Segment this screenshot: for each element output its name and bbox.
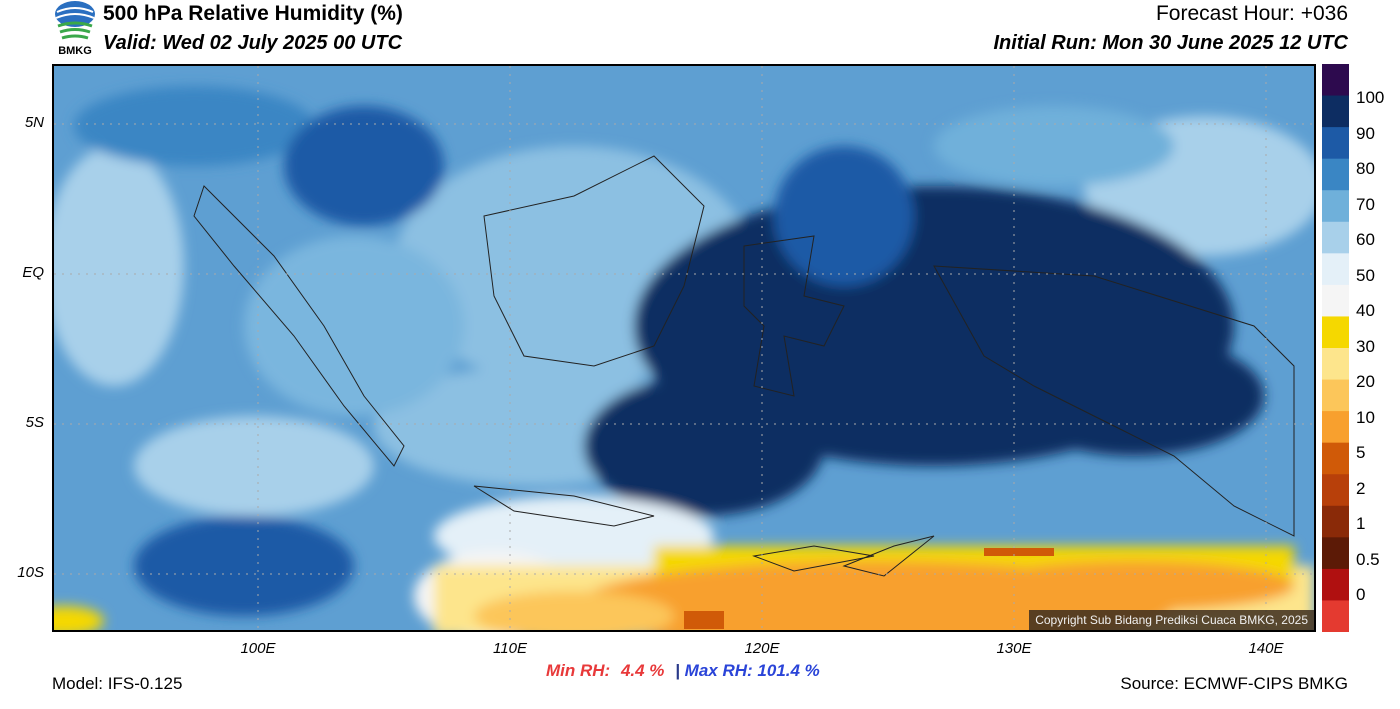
- colorbar-swatch: [1322, 474, 1349, 507]
- min-rh-label: Min RH:: [546, 661, 611, 680]
- colorbar-swatch: [1322, 95, 1349, 128]
- colorbar-label: 90: [1356, 123, 1375, 143]
- colorbar-label: 40: [1356, 301, 1375, 320]
- rh-stats: Min RH: 4.4 % | Max RH: 101.4 %: [546, 661, 820, 681]
- model-label: Model: IFS-0.125: [52, 674, 183, 693]
- colorbar-label: 30: [1356, 336, 1375, 356]
- colorbar-swatch: [1322, 411, 1349, 444]
- valid-time: Valid: Wed 02 July 2025 00 UTC: [103, 32, 403, 54]
- lon-label: 100E: [240, 640, 276, 657]
- colorbar-swatch: [1322, 158, 1349, 191]
- chart-title: 500 hPa Relative Humidity (%): [103, 2, 403, 25]
- colorbar-swatch: [1322, 600, 1349, 633]
- source-label: Source: ECMWF-CIPS BMKG: [1120, 674, 1348, 693]
- colorbar-swatch: [1322, 284, 1349, 317]
- lat-label: 5S: [25, 414, 44, 431]
- colorbar-swatch: [1322, 348, 1349, 381]
- colorbar-label: 1: [1356, 514, 1366, 533]
- colorbar-label: 2: [1356, 478, 1366, 498]
- colorbar-label: 80: [1356, 159, 1375, 178]
- colorbar-label: 70: [1356, 194, 1375, 214]
- colorbar-swatch: [1322, 537, 1349, 570]
- lon-label: 120E: [744, 640, 780, 657]
- humidity-map: Copyright Sub Bidang Prediksi Cuaca BMKG…: [52, 64, 1316, 632]
- lat-label: EQ: [22, 264, 44, 281]
- colorbar-swatch: [1322, 568, 1349, 601]
- max-rh: Max RH: 101.4 %: [684, 661, 820, 680]
- colorbar-label: 5: [1356, 443, 1366, 462]
- colorbar-swatch: [1322, 379, 1349, 412]
- colorbar-swatch: [1322, 253, 1349, 286]
- forecast-hour: Forecast Hour: +036: [1156, 2, 1348, 26]
- colorbar-label: 10: [1356, 407, 1375, 427]
- initial-run: Initial Run: Mon 30 June 2025 12 UTC: [993, 32, 1348, 54]
- colorbar: [1322, 64, 1349, 633]
- colorbar-swatch: [1322, 316, 1349, 349]
- min-rh-value: 4.4 %: [620, 661, 665, 680]
- colorbar-swatch: [1322, 221, 1349, 254]
- colorbar-label: 0.5: [1356, 549, 1380, 569]
- stats-separator: |: [675, 661, 680, 680]
- colorbar-swatch: [1322, 442, 1349, 475]
- colorbar-swatch: [1322, 64, 1349, 97]
- logo-text: BMKG: [58, 45, 92, 57]
- lon-label: 130E: [996, 640, 1032, 657]
- colorbar-label: 50: [1356, 265, 1375, 285]
- colorbar-swatch: [1322, 190, 1349, 223]
- lon-label: 140E: [1248, 640, 1284, 657]
- colorbar-label: 0: [1356, 585, 1366, 604]
- colorbar-swatch: [1322, 127, 1349, 160]
- colorbar-swatch: [1322, 505, 1349, 538]
- copyright-notice: Copyright Sub Bidang Prediksi Cuaca BMKG…: [1029, 610, 1314, 630]
- lat-label: 10S: [17, 564, 44, 581]
- bmkg-logo: BMKG: [52, 0, 98, 60]
- colorbar-label: 20: [1356, 372, 1375, 391]
- colorbar-label: 100: [1356, 88, 1385, 107]
- lat-label: 5N: [24, 114, 44, 131]
- forecast-hour-text: Forecast Hour: +036: [1155, 2, 1348, 25]
- colorbar-label: 60: [1356, 230, 1375, 249]
- lon-label: 110E: [493, 640, 527, 657]
